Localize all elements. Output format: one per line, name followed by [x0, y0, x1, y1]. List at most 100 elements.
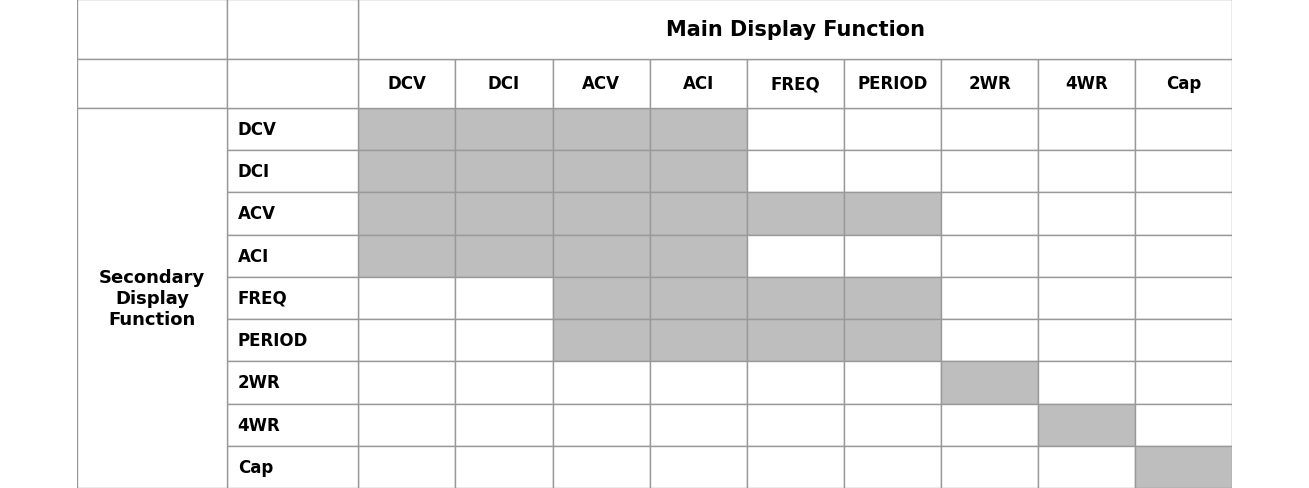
Text: 4WR: 4WR [1066, 75, 1107, 93]
Bar [456, 193, 552, 235]
Bar [228, 193, 359, 235]
Bar [1038, 108, 1135, 151]
Text: ACI: ACI [238, 247, 268, 265]
Bar [1135, 60, 1232, 108]
Bar [456, 404, 552, 446]
Text: 4WR: 4WR [238, 416, 280, 434]
Bar [1038, 60, 1135, 108]
Bar [552, 362, 649, 404]
Bar [1135, 277, 1232, 319]
Bar [844, 446, 941, 488]
Bar [1038, 277, 1135, 319]
Bar [359, 108, 456, 151]
Bar [941, 60, 1038, 108]
Bar [456, 235, 552, 277]
Bar [844, 108, 941, 151]
Text: FREQ: FREQ [771, 75, 821, 93]
Bar [649, 60, 746, 108]
Bar [552, 277, 649, 319]
Text: Cap: Cap [1166, 75, 1202, 93]
Bar [649, 277, 746, 319]
Text: Cap: Cap [238, 458, 272, 476]
Bar [1135, 319, 1232, 362]
Bar [649, 362, 746, 404]
Text: DCV: DCV [387, 75, 427, 93]
Bar [228, 319, 359, 362]
Text: ACV: ACV [583, 75, 620, 93]
Bar [746, 108, 844, 151]
Bar [228, 277, 359, 319]
Bar [359, 235, 456, 277]
Bar [941, 193, 1038, 235]
Bar [1038, 319, 1135, 362]
Bar [359, 193, 456, 235]
Bar [746, 404, 844, 446]
Bar [77, 60, 228, 108]
Text: DCI: DCI [488, 75, 520, 93]
Bar [941, 362, 1038, 404]
Bar [228, 0, 359, 60]
Bar [1135, 404, 1232, 446]
Bar [746, 151, 844, 193]
Bar [552, 446, 649, 488]
Bar [228, 404, 359, 446]
Bar [359, 319, 456, 362]
Bar [1135, 446, 1232, 488]
Bar [228, 108, 359, 151]
Bar [552, 193, 649, 235]
Bar [941, 235, 1038, 277]
Bar [649, 193, 746, 235]
Bar [77, 0, 228, 60]
Bar [228, 235, 359, 277]
Bar [746, 235, 844, 277]
Bar [228, 446, 359, 488]
Bar [844, 235, 941, 277]
Bar [746, 277, 844, 319]
Bar [649, 108, 746, 151]
Bar [1038, 446, 1135, 488]
Bar [359, 362, 456, 404]
Bar [746, 319, 844, 362]
Bar [228, 60, 359, 108]
Bar [844, 193, 941, 235]
Bar [456, 446, 552, 488]
Bar [456, 151, 552, 193]
Bar [359, 277, 456, 319]
Bar [844, 151, 941, 193]
Bar [649, 446, 746, 488]
Bar [941, 108, 1038, 151]
Bar [456, 60, 552, 108]
Bar [844, 60, 941, 108]
Bar [649, 235, 746, 277]
Bar [941, 446, 1038, 488]
Bar [228, 362, 359, 404]
Bar [552, 60, 649, 108]
Bar [746, 193, 844, 235]
Text: DCI: DCI [238, 163, 270, 181]
Bar [844, 404, 941, 446]
Bar [359, 404, 456, 446]
Text: Secondary
Display
Function: Secondary Display Function [98, 268, 206, 328]
Bar [649, 151, 746, 193]
Text: DCV: DCV [238, 121, 276, 139]
Bar [359, 151, 456, 193]
Bar [746, 60, 844, 108]
Bar [359, 0, 1232, 60]
Text: ACV: ACV [238, 205, 276, 223]
Text: FREQ: FREQ [238, 289, 288, 307]
Bar [1038, 151, 1135, 193]
Bar [1038, 235, 1135, 277]
Bar [228, 151, 359, 193]
Bar [844, 277, 941, 319]
Bar [552, 319, 649, 362]
Bar [77, 108, 228, 488]
Text: 2WR: 2WR [238, 374, 280, 391]
Bar [649, 319, 746, 362]
Bar [456, 319, 552, 362]
Bar [552, 151, 649, 193]
Bar [1135, 193, 1232, 235]
Bar [746, 446, 844, 488]
Text: ACI: ACI [682, 75, 713, 93]
Bar [1038, 193, 1135, 235]
Bar [456, 108, 552, 151]
